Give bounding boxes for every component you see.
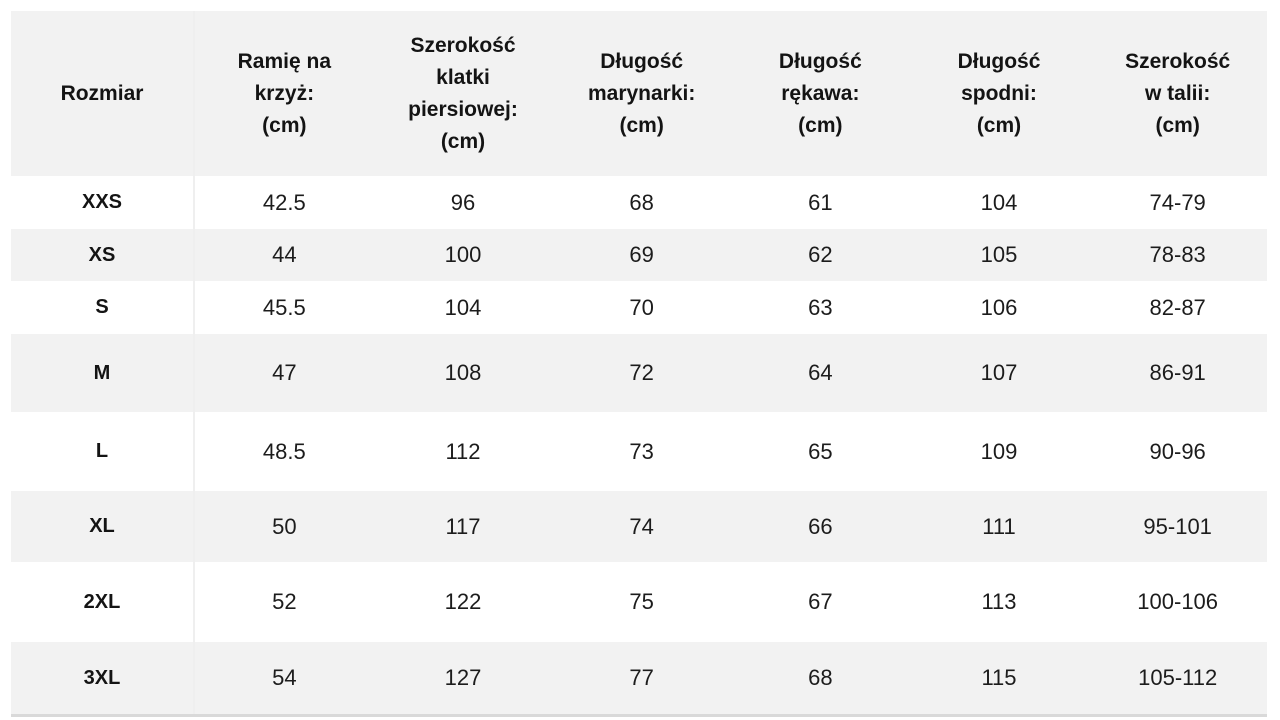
- table-cell: 68: [629, 189, 654, 215]
- table-cell: 44: [272, 242, 297, 267]
- size-label: S: [11, 281, 195, 334]
- size-label: XL: [11, 491, 195, 562]
- table-cell: 65: [808, 438, 833, 464]
- table-cell: 108: [444, 360, 482, 385]
- table-cell: 63: [808, 294, 833, 320]
- table-cell: 72: [629, 360, 654, 385]
- size-label: XS: [11, 229, 195, 281]
- column-header-rozmiar: Rozmiar: [11, 11, 195, 176]
- table-cell: 100-106: [1137, 589, 1219, 614]
- table-cell: 50: [272, 513, 297, 539]
- column-header-dlugosc-marynarki: Długość marynarki: (cm): [587, 49, 696, 137]
- size-label: 2XL: [11, 562, 195, 642]
- table-cell: 74: [629, 513, 654, 539]
- size-label: L: [11, 412, 195, 491]
- table-row-xxs: XXS 42.5 96 68 61 104 74-79: [11, 176, 1267, 229]
- table-header-row: Rozmiar Ramię na krzyż: (cm) Szerokość k…: [11, 11, 1267, 176]
- table-cell: 78-83: [1149, 242, 1206, 267]
- table-cell: 96: [450, 189, 476, 215]
- table-cell: 73: [629, 438, 654, 464]
- table-row-3xl: 3XL 54 127 77 68 115 105-112: [11, 642, 1267, 714]
- table-row-m: M 47 108 72 64 107 86-91: [11, 334, 1267, 412]
- column-header-szerokosc-klatki: Szerokość klatki piersiowej: (cm): [408, 33, 518, 153]
- table-cell: 47: [272, 360, 297, 385]
- table-cell: 100: [444, 242, 482, 267]
- table-cell: 68: [808, 665, 833, 690]
- table-cell: 67: [808, 589, 833, 614]
- table-cell: 52: [272, 589, 297, 614]
- table-cell: 107: [980, 360, 1018, 385]
- column-header-szerokosc-w-talii: Szerokość w talii: (cm): [1125, 49, 1231, 137]
- table-row-l: L 48.5 112 73 65 109 90-96: [11, 412, 1267, 491]
- table-cell: 117: [445, 513, 481, 539]
- table-cell: 42.5: [262, 189, 306, 215]
- table-row-xs: XS 44 100 69 62 105 78-83: [11, 229, 1267, 281]
- table-cell: 70: [629, 294, 654, 320]
- size-label: XXS: [11, 176, 195, 229]
- table-cell: 105-112: [1138, 665, 1218, 690]
- table-row-xl: XL 50 117 74 66 111 95-101: [11, 491, 1267, 562]
- table-cell: 90-96: [1149, 438, 1206, 464]
- table-cell: 61: [808, 189, 833, 215]
- table-cell: 112: [445, 438, 481, 464]
- size-label: M: [11, 334, 195, 412]
- table-cell: 109: [980, 438, 1018, 464]
- column-header-ramie-na-krzyz: Ramię na krzyż: (cm): [237, 49, 332, 137]
- table-cell: 105: [980, 242, 1018, 267]
- table-cell: 77: [629, 665, 654, 690]
- size-label: 3XL: [11, 642, 195, 714]
- table-cell: 48.5: [262, 438, 306, 464]
- table-cell: 69: [629, 242, 654, 267]
- table-cell: 127: [444, 665, 482, 690]
- table-cell: 64: [808, 360, 833, 385]
- table-cell: 106: [980, 294, 1018, 320]
- table-cell: 82-87: [1149, 294, 1206, 320]
- column-header-dlugosc-spodni: Długość spodni: (cm): [957, 49, 1041, 137]
- table-cell: 86-91: [1149, 360, 1206, 385]
- table-cell: 104: [980, 189, 1018, 215]
- table-row-2xl: 2XL 52 122 75 67 113 100-106: [11, 562, 1267, 642]
- table-cell: 95-101: [1143, 513, 1212, 539]
- table-cell: 62: [808, 242, 833, 267]
- table-cell: 113: [981, 589, 1017, 614]
- table-cell: 45.5: [262, 294, 306, 320]
- table-cell: 66: [808, 513, 833, 539]
- size-table: Rozmiar Ramię na krzyż: (cm) Szerokość k…: [11, 11, 1267, 717]
- table-cell: 75: [629, 589, 654, 614]
- table-cell: 54: [272, 665, 297, 690]
- table-row-s: S 45.5 104 70 63 106 82-87: [11, 281, 1267, 334]
- table-cell: 104: [444, 294, 482, 320]
- table-cell: 122: [444, 589, 482, 614]
- table-cell: 115: [981, 665, 1017, 690]
- table-cell: 111: [982, 513, 1016, 539]
- column-header-dlugosc-rekawa: Długość rękawa: (cm): [778, 49, 862, 137]
- table-cell: 74-79: [1149, 189, 1206, 215]
